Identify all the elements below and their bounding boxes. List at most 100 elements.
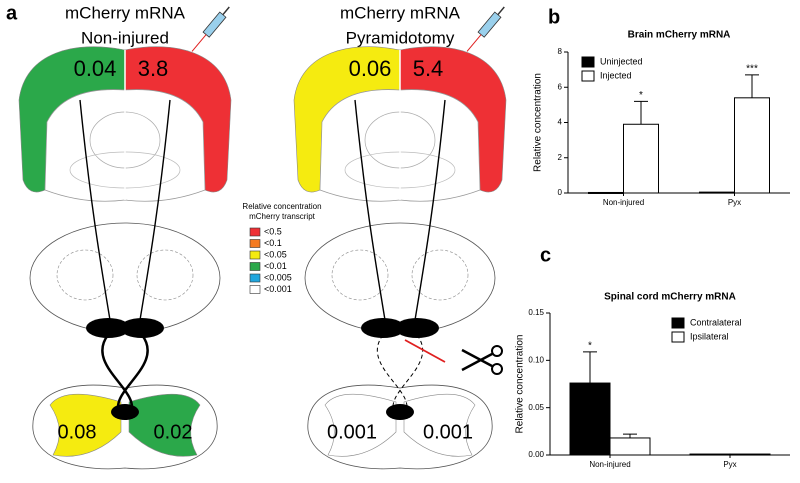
legend-label: Ipsilateral bbox=[690, 331, 729, 341]
cord-right bbox=[403, 393, 476, 457]
region-value: 3.8 bbox=[138, 56, 169, 81]
legend-swatch bbox=[249, 262, 261, 271]
tract bbox=[79, 99, 111, 321]
pyramid bbox=[361, 318, 405, 338]
tract bbox=[414, 99, 446, 321]
y-tick-label: 0.00 bbox=[528, 450, 544, 459]
significance: * bbox=[588, 340, 592, 351]
x-tick-label: Non-injured bbox=[589, 460, 630, 469]
legend-swatch bbox=[671, 317, 685, 329]
cord-value: 0.001 bbox=[327, 421, 377, 443]
legend-swatch bbox=[249, 250, 261, 260]
cord-value: 0.001 bbox=[423, 421, 473, 443]
legend-swatch bbox=[671, 331, 685, 343]
syringe-plunger bbox=[497, 6, 505, 16]
crossing-tract bbox=[101, 334, 134, 413]
syringe-needle bbox=[191, 34, 207, 52]
chart-title: Spinal cord mCherry mRNA bbox=[604, 292, 736, 303]
cord-left bbox=[324, 393, 397, 457]
legend-swatch bbox=[581, 56, 595, 68]
syringe-body bbox=[477, 11, 502, 38]
legend-label: Injected bbox=[600, 70, 632, 80]
x-tick-label: Pyx bbox=[723, 460, 736, 469]
bar bbox=[699, 191, 735, 194]
legend-swatch bbox=[581, 70, 595, 82]
scissors-handle bbox=[491, 363, 503, 375]
y-axis-label: Relative concentration bbox=[533, 73, 544, 172]
y-tick-label: 0.05 bbox=[528, 403, 544, 412]
legend-swatch bbox=[249, 273, 261, 283]
syringe-needle bbox=[466, 34, 482, 52]
panel-label: b bbox=[548, 6, 560, 28]
region-value: 0.04 bbox=[74, 56, 117, 81]
bar bbox=[689, 453, 731, 456]
y-axis-label: Relative concentration bbox=[515, 335, 526, 434]
chart-title: Brain mCherry mRNA bbox=[628, 30, 731, 41]
medulla-structure bbox=[411, 249, 469, 301]
cord-left bbox=[49, 393, 122, 457]
pyramid bbox=[86, 318, 130, 338]
bar bbox=[623, 123, 659, 194]
syringe-body bbox=[202, 11, 227, 38]
legend-label: <0.005 bbox=[264, 272, 292, 282]
dorsal-column bbox=[111, 404, 139, 420]
crossing-tract bbox=[392, 334, 424, 413]
crossing-tract bbox=[376, 334, 408, 413]
cord-value: 0.02 bbox=[154, 421, 193, 443]
error-bar bbox=[634, 100, 648, 125]
medulla-structure bbox=[136, 249, 194, 301]
syringe bbox=[191, 6, 230, 52]
legend-title: mCherry transcript bbox=[249, 212, 316, 221]
diagram-title: Pyramidotomy bbox=[346, 28, 455, 47]
significance: *** bbox=[746, 64, 758, 75]
legend-swatch bbox=[249, 285, 261, 294]
legend-label: <0.5 bbox=[264, 226, 282, 236]
region-value: 5.4 bbox=[413, 56, 444, 81]
brain-schematic: mCherry mRNA Non-injured 0.04 3.8 0.08 0.02 bbox=[18, 3, 232, 470]
bar bbox=[588, 191, 624, 194]
y-tick-label: 8 bbox=[558, 47, 563, 56]
tract bbox=[354, 99, 386, 321]
legend-label: <0.01 bbox=[264, 261, 287, 271]
error-bar bbox=[623, 433, 637, 438]
y-tick-label: 6 bbox=[558, 82, 563, 91]
legend-label: <0.1 bbox=[264, 238, 282, 248]
scissors-blade bbox=[461, 352, 493, 372]
y-tick-label: 4 bbox=[558, 118, 563, 127]
diagram-title: Non-injured bbox=[81, 28, 169, 47]
dorsal-column bbox=[386, 404, 414, 420]
legend-title: Relative concentration bbox=[242, 202, 321, 211]
bar bbox=[609, 437, 651, 456]
crossing-tract bbox=[116, 334, 149, 413]
scissors-blade bbox=[461, 348, 493, 368]
legend-swatch bbox=[249, 227, 261, 237]
error-bar bbox=[583, 351, 597, 384]
medulla bbox=[29, 222, 221, 334]
lesion-cut bbox=[404, 339, 446, 363]
diagram-title: mCherry mRNA bbox=[65, 3, 186, 22]
y-tick-label: 0.15 bbox=[528, 308, 544, 317]
significance: * bbox=[639, 90, 643, 101]
panel-label: a bbox=[6, 2, 18, 24]
medulla-structure bbox=[56, 249, 114, 301]
scissors bbox=[461, 345, 503, 375]
legend-label: Uninjected bbox=[600, 56, 643, 66]
y-tick-label: 2 bbox=[558, 153, 563, 162]
region-value: 0.06 bbox=[349, 56, 392, 81]
medulla-structure bbox=[331, 249, 389, 301]
y-tick-label: 0.10 bbox=[528, 355, 544, 364]
syringe bbox=[466, 6, 505, 52]
pyramid bbox=[120, 318, 164, 338]
bar bbox=[734, 97, 770, 194]
medulla bbox=[304, 222, 496, 334]
diagram-title: mCherry mRNA bbox=[340, 3, 461, 22]
y-tick-label: 0 bbox=[558, 188, 563, 197]
bar bbox=[569, 382, 611, 456]
legend-label: <0.05 bbox=[264, 249, 287, 259]
brain-schematic: mCherry mRNA Pyramidotomy 0.06 5.4 0.001 0.00… bbox=[293, 3, 507, 470]
cord-right bbox=[128, 393, 201, 457]
bar bbox=[729, 453, 771, 456]
cord-value: 0.08 bbox=[58, 421, 97, 443]
